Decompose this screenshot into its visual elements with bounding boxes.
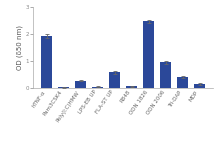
Y-axis label: OD (δ50 nm): OD (δ50 nm) (17, 25, 23, 70)
Bar (160, 62, 171, 88)
Bar (126, 86, 137, 88)
Bar (58, 87, 69, 88)
Bar (109, 72, 120, 88)
Bar (194, 84, 205, 88)
Bar (92, 87, 103, 88)
Bar (177, 77, 188, 88)
Bar (75, 81, 86, 88)
Bar (41, 36, 52, 88)
Bar (143, 21, 154, 88)
